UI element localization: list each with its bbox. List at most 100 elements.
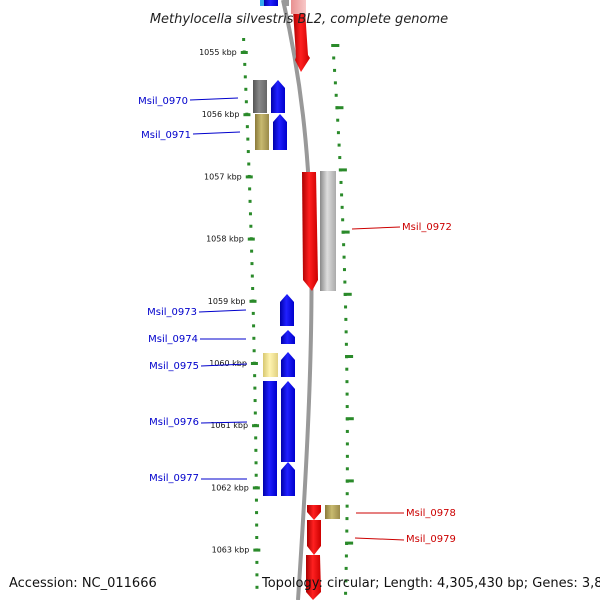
ruler-major-tick <box>250 362 258 365</box>
ruler-tick-outer <box>345 392 349 396</box>
ruler-tick-outer <box>344 554 348 558</box>
ruler-tick-outer <box>345 504 349 508</box>
ruler-tick-outer <box>336 118 340 122</box>
ruler-tick-inner <box>253 386 257 390</box>
ruler-major-tick <box>240 51 248 54</box>
ruler-major-tick <box>253 548 261 552</box>
ruler-tick-outer <box>345 517 349 521</box>
ruler-tick-inner <box>254 436 258 440</box>
ruler-tick-outer <box>337 143 341 147</box>
scale-label: 1062 kbp <box>211 483 249 492</box>
ruler-major-tick <box>243 113 251 117</box>
gene-arrow-msil-0973 <box>280 294 294 326</box>
ruler-major-tick-outer <box>345 479 354 483</box>
ruler-tick-inner <box>252 349 256 353</box>
gene-label-msil-0979[interactable]: Msil_0979 <box>406 534 456 545</box>
feature-block-gray-0970 <box>253 80 267 113</box>
ruler-tick-inner <box>251 311 255 315</box>
ruler-tick-outer <box>332 56 336 60</box>
ruler-tick-inner <box>244 100 248 104</box>
ruler-tick-outer <box>345 442 349 446</box>
ruler-tick-inner <box>255 536 259 539</box>
gene-arrow-msil-0978 <box>307 505 321 520</box>
feature-block-blue-0976 <box>263 381 277 496</box>
leader-msil-0979 <box>354 537 405 541</box>
ruler-tick-inner <box>254 461 258 465</box>
gene-arrow-msil-0970 <box>271 80 285 113</box>
ruler-tick-outer <box>338 156 342 160</box>
ruler-tick-inner <box>255 585 259 589</box>
gene-label-msil-0976[interactable]: Msil_0976 <box>149 417 199 428</box>
gene-label-msil-0977[interactable]: Msil_0977 <box>149 473 199 484</box>
gene-arrow-msil-0972 <box>302 172 318 291</box>
gene-label-msil-0972[interactable]: Msil_0972 <box>402 222 452 233</box>
ruler-tick-outer <box>345 454 349 458</box>
ruler-tick-outer <box>345 405 349 409</box>
gene-label-msil-0971[interactable]: Msil_0971 <box>141 130 191 141</box>
ruler-tick-outer <box>333 68 337 72</box>
ruler-tick-inner <box>250 262 254 266</box>
feature-block-gray-0972 <box>320 171 336 291</box>
ruler-tick-inner <box>248 187 252 191</box>
ruler-tick-outer <box>341 218 345 222</box>
gene-label-msil-0973[interactable]: Msil_0973 <box>147 307 197 318</box>
ruler-tick-inner <box>253 399 257 403</box>
ruler-tick-outer <box>340 205 344 209</box>
ruler-tick-inner <box>242 38 246 41</box>
ruler-tick-inner <box>253 374 257 378</box>
ruler-major-tick <box>252 486 260 490</box>
gene-arrow-msil-0976 <box>281 381 295 462</box>
ruler-major-tick-outer <box>345 355 354 358</box>
ruler-tick-outer <box>343 280 347 284</box>
ruler-tick-outer <box>344 317 348 321</box>
ruler-tick-outer <box>344 591 348 595</box>
ruler-major-tick-outer <box>338 168 347 172</box>
ruler-tick-inner <box>255 560 259 564</box>
ruler-tick-outer <box>345 467 349 471</box>
ruler-tick-inner <box>249 224 253 228</box>
gene-label-msil-0978[interactable]: Msil_0978 <box>406 508 456 519</box>
scale-label: 1055 kbp <box>199 48 237 57</box>
ruler-tick-inner <box>255 573 259 577</box>
gene-label-msil-0975[interactable]: Msil_0975 <box>149 361 199 372</box>
ruler-tick-outer <box>340 193 344 197</box>
ruler-major-tick <box>245 175 253 179</box>
ruler-major-tick <box>249 299 257 303</box>
scale-label: 1059 kbp <box>208 297 246 306</box>
ruler-tick-outer <box>342 243 346 247</box>
ruler-tick-inner <box>250 274 254 278</box>
ruler-tick-outer <box>342 255 346 259</box>
ruler-tick-inner <box>255 523 259 527</box>
ruler-tick-outer <box>345 529 349 533</box>
ruler-tick-inner <box>254 448 258 452</box>
ruler-tick-inner <box>253 411 257 415</box>
gene-arrow-forward <box>293 10 310 72</box>
ruler-tick-outer <box>333 81 337 85</box>
ruler-tick-inner <box>243 62 247 66</box>
gene-label-msil-0970[interactable]: Msil_0970 <box>138 96 188 107</box>
gene-label-leaders <box>189 97 405 541</box>
accession-text: Accession: NC_011666 <box>9 576 157 591</box>
scale-label: 1057 kbp <box>204 172 242 181</box>
ruler-tick-outer <box>344 305 348 309</box>
ruler-major-tick <box>252 424 260 428</box>
ruler-tick-inner <box>254 473 258 477</box>
ruler-major-tick <box>247 237 255 241</box>
leader-msil-0970 <box>189 97 239 101</box>
ruler-tick-outer <box>339 180 343 184</box>
gene-arrow-msil-0974 <box>281 330 295 344</box>
scale-label: 1061 kbp <box>210 421 248 430</box>
genome-summary-text: Topology: circular; Length: 4,305,430 bp… <box>261 576 600 591</box>
ruler-tick-inner <box>244 87 248 91</box>
ruler-tick-outer <box>334 93 338 97</box>
ruler-major-tick-outer <box>331 44 340 47</box>
feature-block-top-blue <box>264 0 278 6</box>
ruler-tick-outer <box>344 566 348 570</box>
gene-label-msil-0974[interactable]: Msil_0974 <box>148 334 198 345</box>
gene-arrow-msil-0975 <box>281 352 295 377</box>
feature-block-olive-0978 <box>325 505 340 519</box>
ruler-major-tick-outer <box>335 106 344 110</box>
ruler-major-tick-outer <box>341 230 350 234</box>
ruler-tick-inner <box>247 162 251 166</box>
